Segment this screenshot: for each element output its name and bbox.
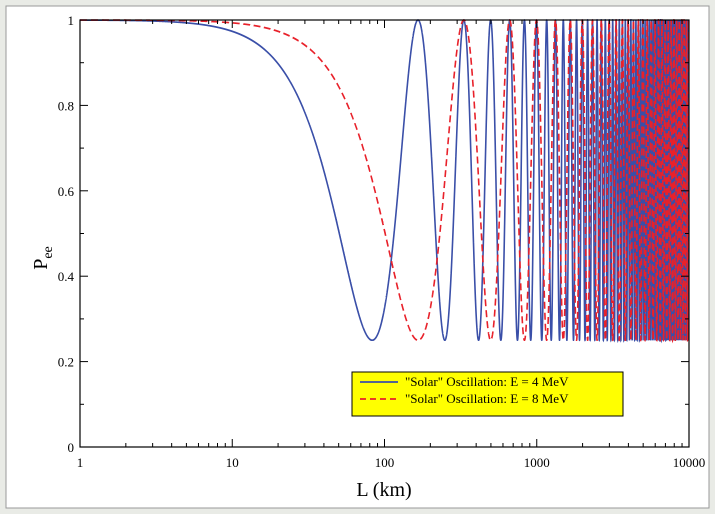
y-axis-label: Pee (30, 246, 56, 270)
legend-label: "Solar" Oscillation: E = 8 MeV (405, 391, 569, 406)
series-line-e8mev (80, 19, 689, 344)
x-tick-label: 1000 (524, 455, 550, 470)
x-tick-label: 100 (375, 455, 395, 470)
y-tick-label: 0.2 (58, 355, 74, 370)
y-axis-label-sub: ee (41, 246, 56, 258)
y-axis-label-main: P (30, 259, 52, 270)
legend: "Solar" Oscillation: E = 4 MeV "Solar" Os… (351, 371, 624, 417)
plot-layer (80, 19, 689, 344)
y-tick-label: 0 (68, 440, 75, 455)
y-tick-label: 0.6 (58, 184, 75, 199)
x-tick-label: 1 (77, 455, 84, 470)
x-tick-label: 10 (226, 455, 239, 470)
axes-layer: 1 10 100 1000 10000 0 0.2 0.4 0.6 0.8 1 (58, 13, 706, 470)
series-line-e4mev (80, 19, 689, 344)
x-axis-label: L (km) (356, 479, 411, 501)
legend-label: "Solar" Oscillation: E = 4 MeV (405, 374, 569, 389)
x-tick-label: 10000 (673, 455, 706, 470)
y-tick-label: 1 (68, 13, 75, 28)
legend-box (351, 371, 624, 417)
y-tick-label: 0.8 (58, 98, 74, 113)
y-tick-label: 0.4 (58, 269, 75, 284)
